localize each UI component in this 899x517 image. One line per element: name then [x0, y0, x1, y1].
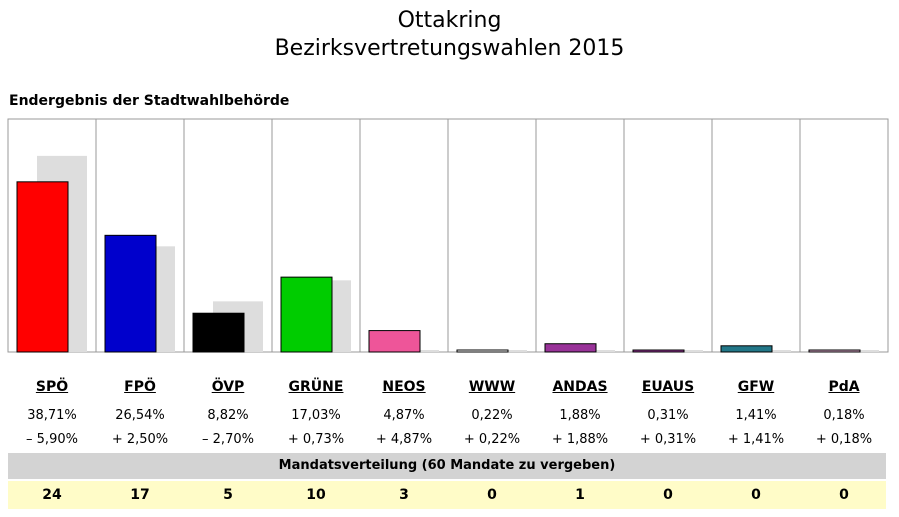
- change-value: – 2,70%: [202, 432, 254, 447]
- seat-distribution-row: 24 17 5 10 3 0 1 0 0 0: [8, 481, 886, 509]
- seat-count: 3: [399, 487, 409, 503]
- party-names-row: SPÖ FPÖ ÖVP GRÜNE NEOS WWW ANDAS EUAUS GFW PdA: [8, 375, 888, 399]
- percent-value: 4,87%: [383, 408, 425, 423]
- percent-value: 8,82%: [207, 408, 249, 423]
- result-bar: [104, 234, 157, 353]
- chart-title-line1: Ottakring: [397, 8, 502, 33]
- party-link[interactable]: GRÜNE: [288, 379, 344, 395]
- change-value: + 0,22%: [463, 432, 521, 447]
- change-row: – 5,90% + 2,50% – 2,70% + 0,73% + 4,87% + 0,2…: [8, 428, 888, 452]
- change-value: + 2,50%: [111, 432, 169, 447]
- result-bar: [368, 330, 421, 353]
- percent-value: 38,71%: [27, 408, 77, 423]
- percent-value: 1,41%: [735, 408, 777, 423]
- change-value: – 5,90%: [26, 432, 78, 447]
- change-value: + 0,73%: [287, 432, 345, 447]
- party-link[interactable]: PdA: [828, 379, 860, 395]
- seat-count: 1: [575, 487, 585, 503]
- result-bar: [808, 349, 861, 353]
- percent-value: 0,31%: [647, 408, 689, 423]
- party-link[interactable]: ÖVP: [211, 379, 245, 395]
- chart-title-line2: Bezirksvertretungswahlen 2015: [274, 36, 625, 61]
- result-bar: [544, 343, 597, 353]
- change-value: + 1,88%: [551, 432, 609, 447]
- party-link[interactable]: SPÖ: [35, 379, 69, 395]
- party-link[interactable]: NEOS: [382, 379, 426, 395]
- seat-distribution-header: Mandatsverteilung (60 Mandate zu vergebe…: [8, 453, 886, 479]
- seat-count: 0: [839, 487, 849, 503]
- seat-count: 0: [663, 487, 673, 503]
- change-value: + 4,87%: [375, 432, 433, 447]
- change-value: + 0,31%: [639, 432, 697, 447]
- seat-count: 10: [306, 487, 326, 503]
- result-bar: [192, 312, 245, 353]
- seat-count: 0: [487, 487, 497, 503]
- seat-count: 0: [751, 487, 761, 503]
- party-link[interactable]: WWW: [468, 379, 516, 395]
- result-bar: [456, 349, 509, 353]
- party-link[interactable]: ANDAS: [552, 379, 608, 395]
- seat-count: 17: [130, 487, 150, 503]
- change-value: + 1,41%: [727, 432, 785, 447]
- percent-value: 17,03%: [291, 408, 341, 423]
- chart-subtitle: Endergebnis der Stadtwahlbehörde: [9, 93, 290, 109]
- party-link[interactable]: EUAUS: [641, 379, 695, 395]
- seat-count: 24: [42, 487, 62, 503]
- party-link[interactable]: FPÖ: [124, 379, 156, 395]
- percent-value: 0,18%: [823, 408, 865, 423]
- party-link[interactable]: GFW: [737, 379, 775, 395]
- change-value: + 0,18%: [815, 432, 873, 447]
- result-bar: [16, 181, 69, 353]
- percent-value: 0,22%: [471, 408, 513, 423]
- result-bar: [720, 345, 773, 353]
- percent-value: 1,88%: [559, 408, 601, 423]
- seat-count: 5: [223, 487, 233, 503]
- result-bar: [280, 276, 333, 353]
- percent-value: 26,54%: [115, 408, 165, 423]
- result-bar: [632, 349, 685, 353]
- percent-row: 38,71% 26,54% 8,82% 17,03% 4,87% 0,22% 1,88% 0,…: [8, 404, 888, 428]
- bar-chart: [7, 118, 889, 353]
